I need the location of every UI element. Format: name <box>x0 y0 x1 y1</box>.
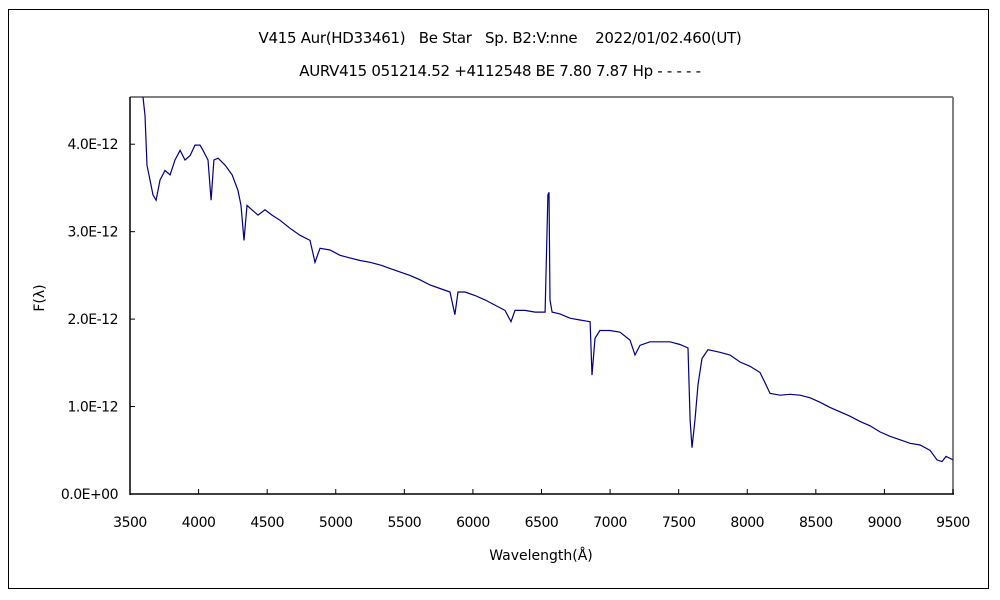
chart-frame <box>8 9 989 589</box>
chart-subtitle: AURV415 051214.52 +4112548 BE 7.80 7.87 … <box>299 62 701 80</box>
y-axis: 0.0E+00 1.0E-12 2.0E-12 3.0E-12 4.0E-12 <box>61 137 135 503</box>
chart-title: V415 Aur(HD33461) Be Star Sp. B2:V:nne 2… <box>258 29 742 47</box>
y-tick-label: 3.0E-12 <box>68 225 118 241</box>
spectrum-line <box>142 97 953 463</box>
y-tick-label: 0.0E+00 <box>61 487 118 503</box>
y-tick-label: 1.0E-12 <box>68 400 118 416</box>
x-tick-label: 9000 <box>868 515 902 531</box>
y-tick-label: 4.0E-12 <box>68 137 118 153</box>
x-tick-label: 8500 <box>799 515 833 531</box>
plot-area <box>129 96 954 495</box>
x-tick-label: 8000 <box>730 515 764 531</box>
y-tick-label: 2.0E-12 <box>68 312 118 328</box>
x-tick-label: 9500 <box>936 515 970 531</box>
x-tick-label: 6500 <box>525 515 559 531</box>
x-tick-label: 4000 <box>182 515 216 531</box>
x-tick-label: 5500 <box>388 515 422 531</box>
x-tick-label: 4500 <box>250 515 284 531</box>
y-axis-title: F(λ) <box>32 284 48 311</box>
x-tick-label: 7000 <box>593 515 627 531</box>
series-layer <box>142 97 953 463</box>
x-tick-label: 7500 <box>662 515 696 531</box>
x-axis-title: Wavelength(Å) <box>489 547 593 564</box>
x-tick-label: 3500 <box>113 515 147 531</box>
x-tick-label: 5000 <box>319 515 353 531</box>
x-axis: 3500 4000 4500 5000 5500 6000 6500 7000 7500 8000… <box>113 489 970 531</box>
x-tick-label: 6000 <box>456 515 490 531</box>
